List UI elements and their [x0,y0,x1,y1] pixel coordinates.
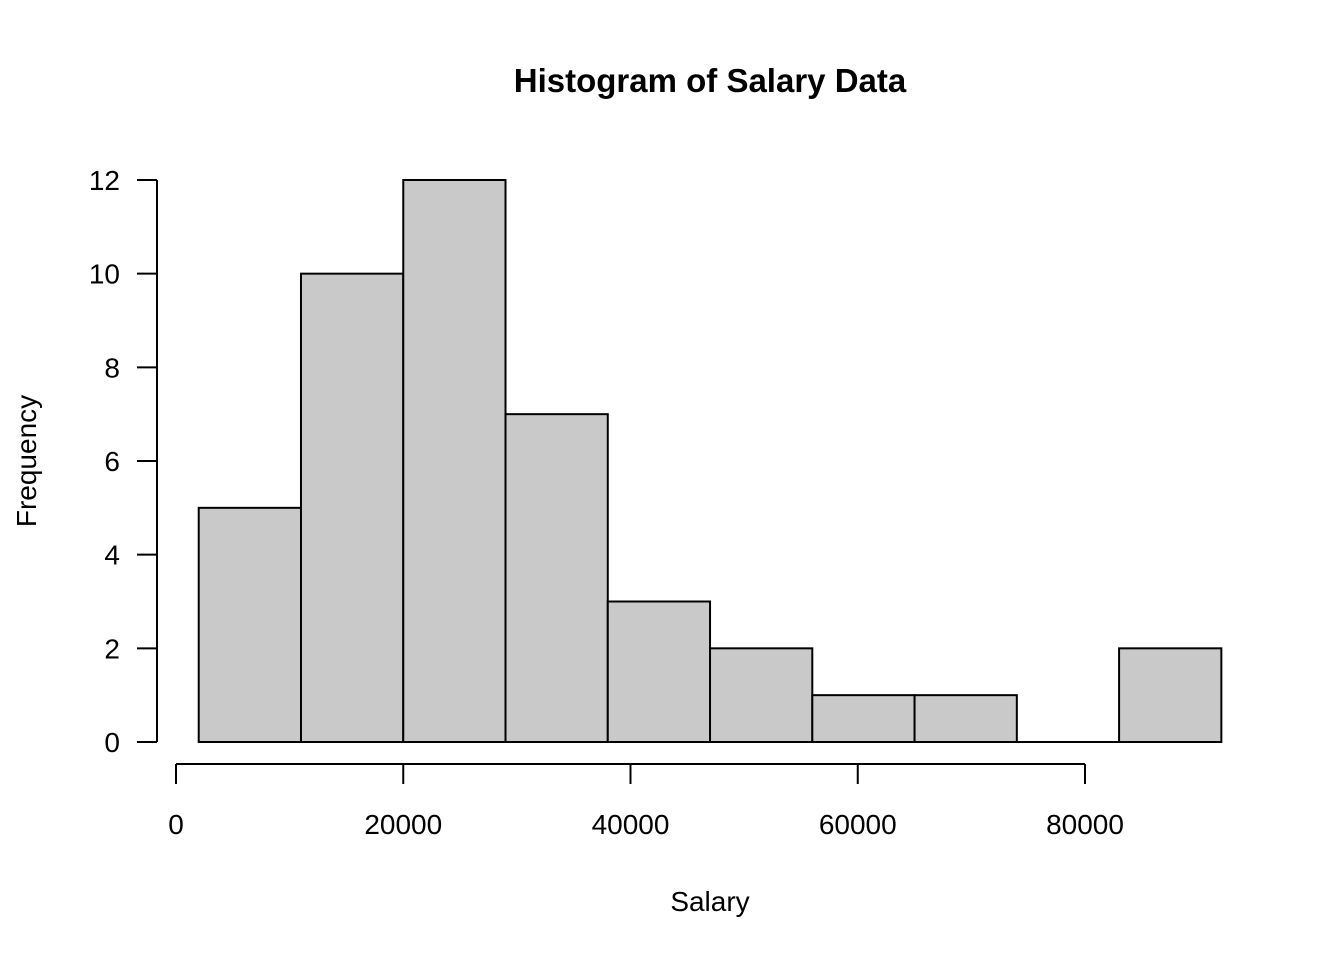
histogram-bar [504,413,609,743]
histogram-bar [606,600,712,743]
histogram-bar [811,694,916,744]
histogram-bar [913,694,1018,744]
y-tick-label: 4 [104,540,120,571]
y-axis-title: Frequency [11,395,42,527]
x-axis: 0 20000 40000 60000 80000 [168,763,1124,840]
y-tick-label: 0 [104,727,120,758]
y-tick-label: 2 [104,633,120,664]
y-axis: 0 2 4 6 8 10 12 [89,165,158,758]
histogram-bar [299,272,405,743]
x-tick-label: 20000 [364,809,442,840]
bars-group [197,179,1223,744]
x-tick-label: 80000 [1046,809,1124,840]
histogram-bar [709,647,814,743]
x-axis-title: Salary [670,886,749,917]
y-tick-label: 6 [104,446,120,477]
x-tick-label: 60000 [819,809,897,840]
x-tick-label: 0 [168,809,184,840]
histogram-bar [402,179,507,743]
chart-title: Histogram of Salary Data [514,62,907,99]
histogram-bar [1118,647,1223,743]
y-tick-label: 12 [89,165,120,196]
y-tick-label: 8 [104,352,120,383]
x-tick-label: 40000 [592,809,670,840]
y-tick-label: 10 [89,259,120,290]
histogram-bar [197,506,302,744]
